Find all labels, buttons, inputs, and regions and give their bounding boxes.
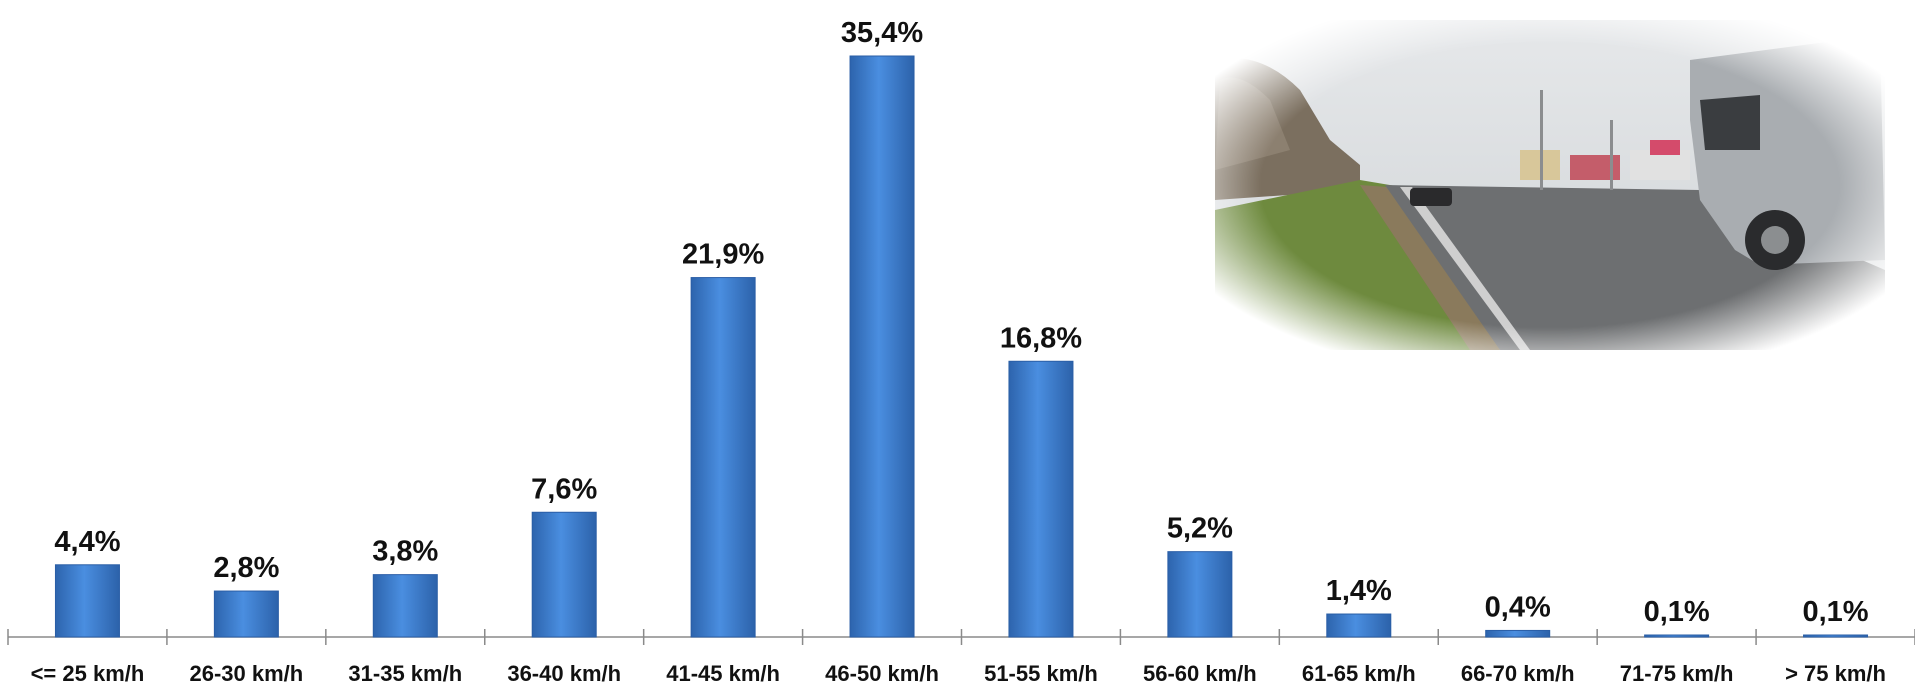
bars-group: [54, 55, 1869, 638]
bar-11: [1803, 634, 1869, 638]
bar-6: [1008, 360, 1074, 638]
category-label-0: <= 25 km/h: [31, 661, 145, 686]
value-label-0: 4,4%: [54, 526, 120, 558]
bar-3: [531, 511, 597, 638]
category-label-1: 26-30 km/h: [190, 661, 304, 686]
category-labels-group: <= 25 km/h 26-30 km/h 31-35 km/h 36-40 km/h…: [31, 661, 1886, 686]
bar-7: [1167, 551, 1233, 638]
category-label-9: 66-70 km/h: [1461, 661, 1575, 686]
value-label-1: 2,8%: [213, 552, 279, 584]
bar-0: [54, 564, 120, 638]
value-label-2: 3,8%: [372, 536, 438, 568]
category-label-6: 51-55 km/h: [984, 661, 1098, 686]
bar-10: [1644, 634, 1710, 638]
bar-9: [1485, 629, 1551, 638]
bar-5: [849, 55, 915, 638]
value-label-10: 0,1%: [1644, 596, 1710, 628]
bar-1: [213, 590, 279, 638]
value-label-6: 16,8%: [1000, 322, 1082, 354]
category-label-4: 41-45 km/h: [666, 661, 780, 686]
bar-8: [1326, 613, 1392, 638]
value-label-7: 5,2%: [1167, 513, 1233, 545]
bar-2: [372, 574, 438, 638]
value-label-3: 7,6%: [531, 473, 597, 505]
category-label-11: > 75 km/h: [1785, 661, 1886, 686]
value-label-9: 0,4%: [1485, 591, 1551, 623]
category-label-5: 46-50 km/h: [825, 661, 939, 686]
category-label-10: 71-75 km/h: [1620, 661, 1734, 686]
category-label-2: 31-35 km/h: [348, 661, 462, 686]
bar-4: [690, 277, 756, 638]
value-labels-group: 4,4% 2,8% 3,8% 7,6% 21,9% 35,4% 16,8% 5,2% 1,4% 0…: [54, 17, 1868, 628]
x-axis-ticks: [7, 629, 1915, 645]
value-label-11: 0,1%: [1802, 596, 1868, 628]
street-photo-icon: [1215, 20, 1885, 350]
category-label-7: 56-60 km/h: [1143, 661, 1257, 686]
value-label-4: 21,9%: [682, 239, 764, 271]
value-label-5: 35,4%: [841, 17, 923, 49]
category-label-3: 36-40 km/h: [507, 661, 621, 686]
value-label-8: 1,4%: [1326, 575, 1392, 607]
category-label-8: 61-65 km/h: [1302, 661, 1416, 686]
